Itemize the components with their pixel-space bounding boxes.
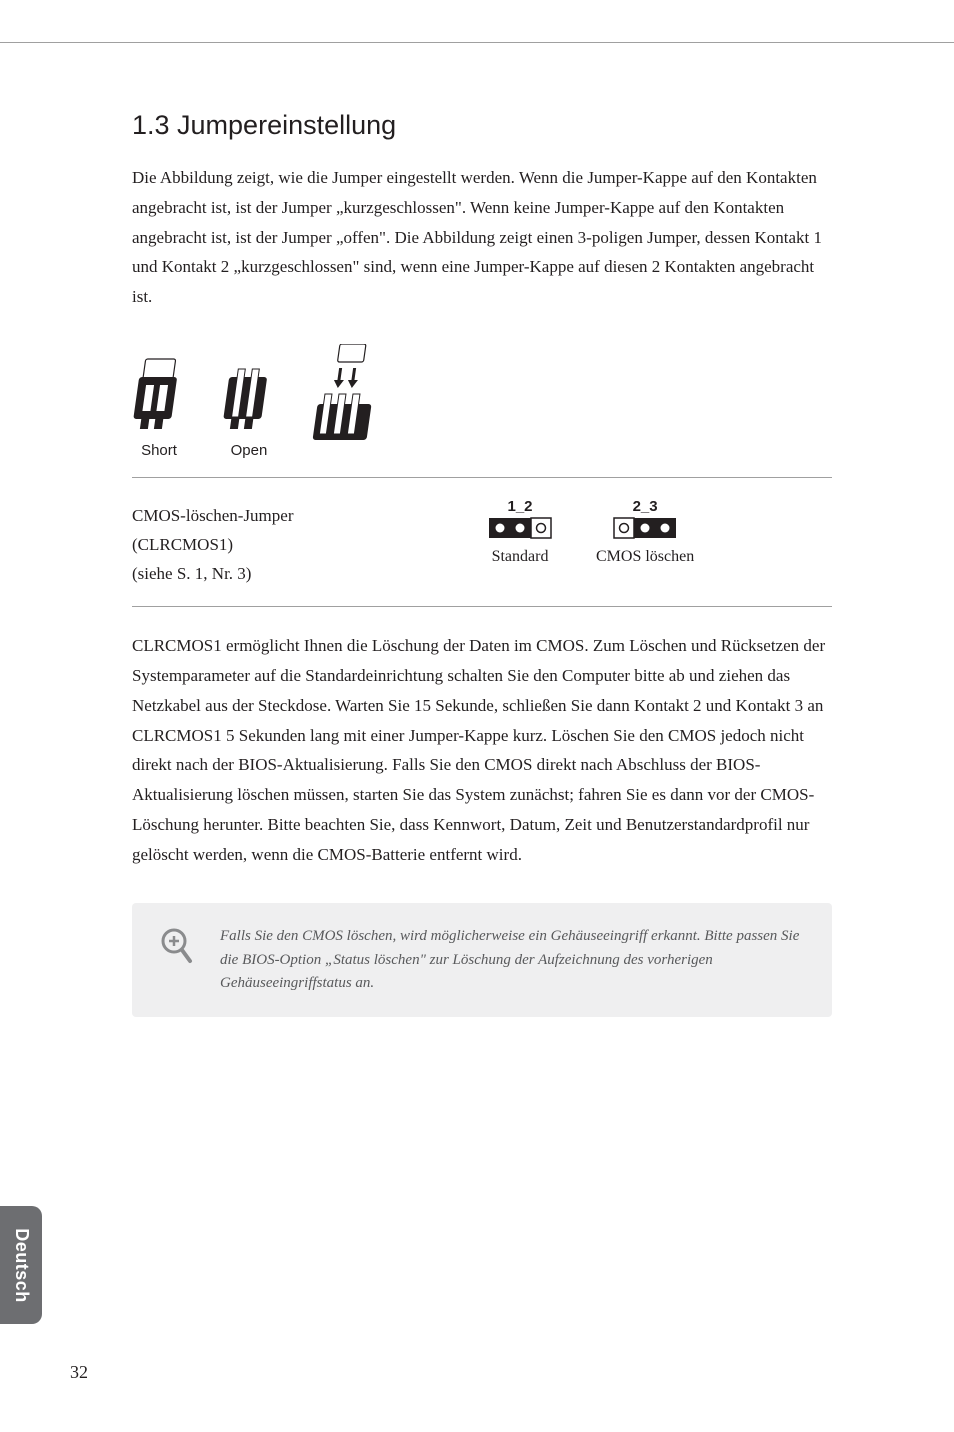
note-text: Falls Sie den CMOS löschen, wird möglich… xyxy=(220,925,804,995)
jumper-3pin-icon: 1 2 3 xyxy=(312,344,392,454)
short-label: Short xyxy=(132,442,186,459)
pin23-top-label: 2_3 xyxy=(596,498,694,515)
intro-paragraph: Die Abbildung zeigt, wie die Jumper eing… xyxy=(132,163,832,312)
jumper-3pin-figure: 1 2 3 xyxy=(312,344,392,459)
language-label: Deutsch xyxy=(11,1228,32,1303)
jumper-ref: (CLRCMOS1) xyxy=(132,531,432,560)
jumper-pin-diagrams: 1_2 Standard 2_3 xyxy=(432,496,694,566)
page-number: 32 xyxy=(70,1362,88,1383)
jumper-short-icon xyxy=(132,357,186,431)
page-content: 1.3 Jumpereinstellung Die Abbildung zeig… xyxy=(132,110,832,1017)
section-heading: 1.3 Jumpereinstellung xyxy=(132,110,832,141)
svg-text:2: 2 xyxy=(332,439,341,451)
pin23-bottom-label: CMOS löschen xyxy=(596,548,694,566)
svg-text:3: 3 xyxy=(347,439,356,451)
pin12-top-label: 1_2 xyxy=(488,498,552,515)
pin12-icon xyxy=(488,517,552,539)
note-box: Falls Sie den CMOS löschen, wird möglich… xyxy=(132,903,832,1017)
pin12-bottom-label: Standard xyxy=(488,548,552,566)
open-label: Open xyxy=(222,442,276,459)
language-tab: Deutsch xyxy=(0,1206,42,1324)
svg-text:1: 1 xyxy=(319,439,327,451)
jumper-spec-row: CMOS-löschen-Jumper (CLRCMOS1) (siehe S.… xyxy=(132,496,832,589)
top-rule xyxy=(0,42,954,43)
divider-top xyxy=(132,477,832,478)
divider-bottom xyxy=(132,606,832,607)
jumper-open-icon xyxy=(222,357,276,431)
magnifier-plus-icon xyxy=(160,927,194,970)
pin23-icon xyxy=(613,517,677,539)
jumper-name: CMOS-löschen-Jumper xyxy=(132,502,432,531)
pin-2-3-figure: 2_3 CMOS löschen xyxy=(596,498,694,566)
jumper-location: (siehe S. 1, Nr. 3) xyxy=(132,560,432,589)
pin-1-2-figure: 1_2 Standard xyxy=(488,498,552,566)
jumper-spec-text: CMOS-löschen-Jumper (CLRCMOS1) (siehe S.… xyxy=(132,496,432,589)
jumper-illustration-row: Short Open xyxy=(132,344,832,459)
jumper-open-figure: Open xyxy=(222,357,276,459)
jumper-short-figure: Short xyxy=(132,357,186,459)
body-paragraph: CLRCMOS1 ermöglicht Ihnen die Löschung d… xyxy=(132,631,832,869)
